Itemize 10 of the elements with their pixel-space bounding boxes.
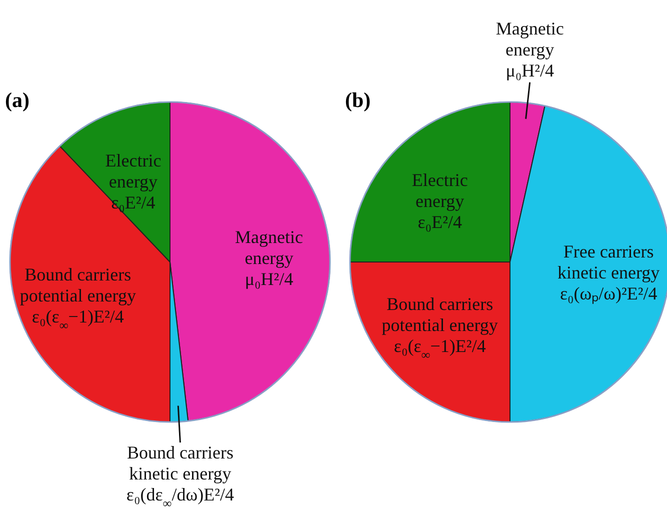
slice-label: Bound carriers potential energy ε₀(ε$_{∞}$−1)E²/4 <box>382 294 498 362</box>
text: (b) <box>345 88 371 112</box>
slice-label: Magnetic energy μ₀H²/4 <box>235 227 304 290</box>
slice-label: Bound carriers kinetic energy ε₀(dε$_{∞}$/dω)E²/4 <box>126 442 234 511</box>
chart-title: (a) <box>5 88 30 112</box>
slice-label: Bound carriers potential energy ε₀(ε$_{∞}$−1)E²/4 <box>20 264 136 333</box>
slice-label: Magnetic energy μ₀H²/4 <box>496 18 564 80</box>
slice-label: Electric energy ε₀E²/4 <box>412 170 468 232</box>
slice-label: Electric energy ε₀E²/4 <box>105 150 162 212</box>
slice-label: Free carriers kinetic energy ε₀(ωₚ/ω)²E²/4 <box>558 242 660 305</box>
